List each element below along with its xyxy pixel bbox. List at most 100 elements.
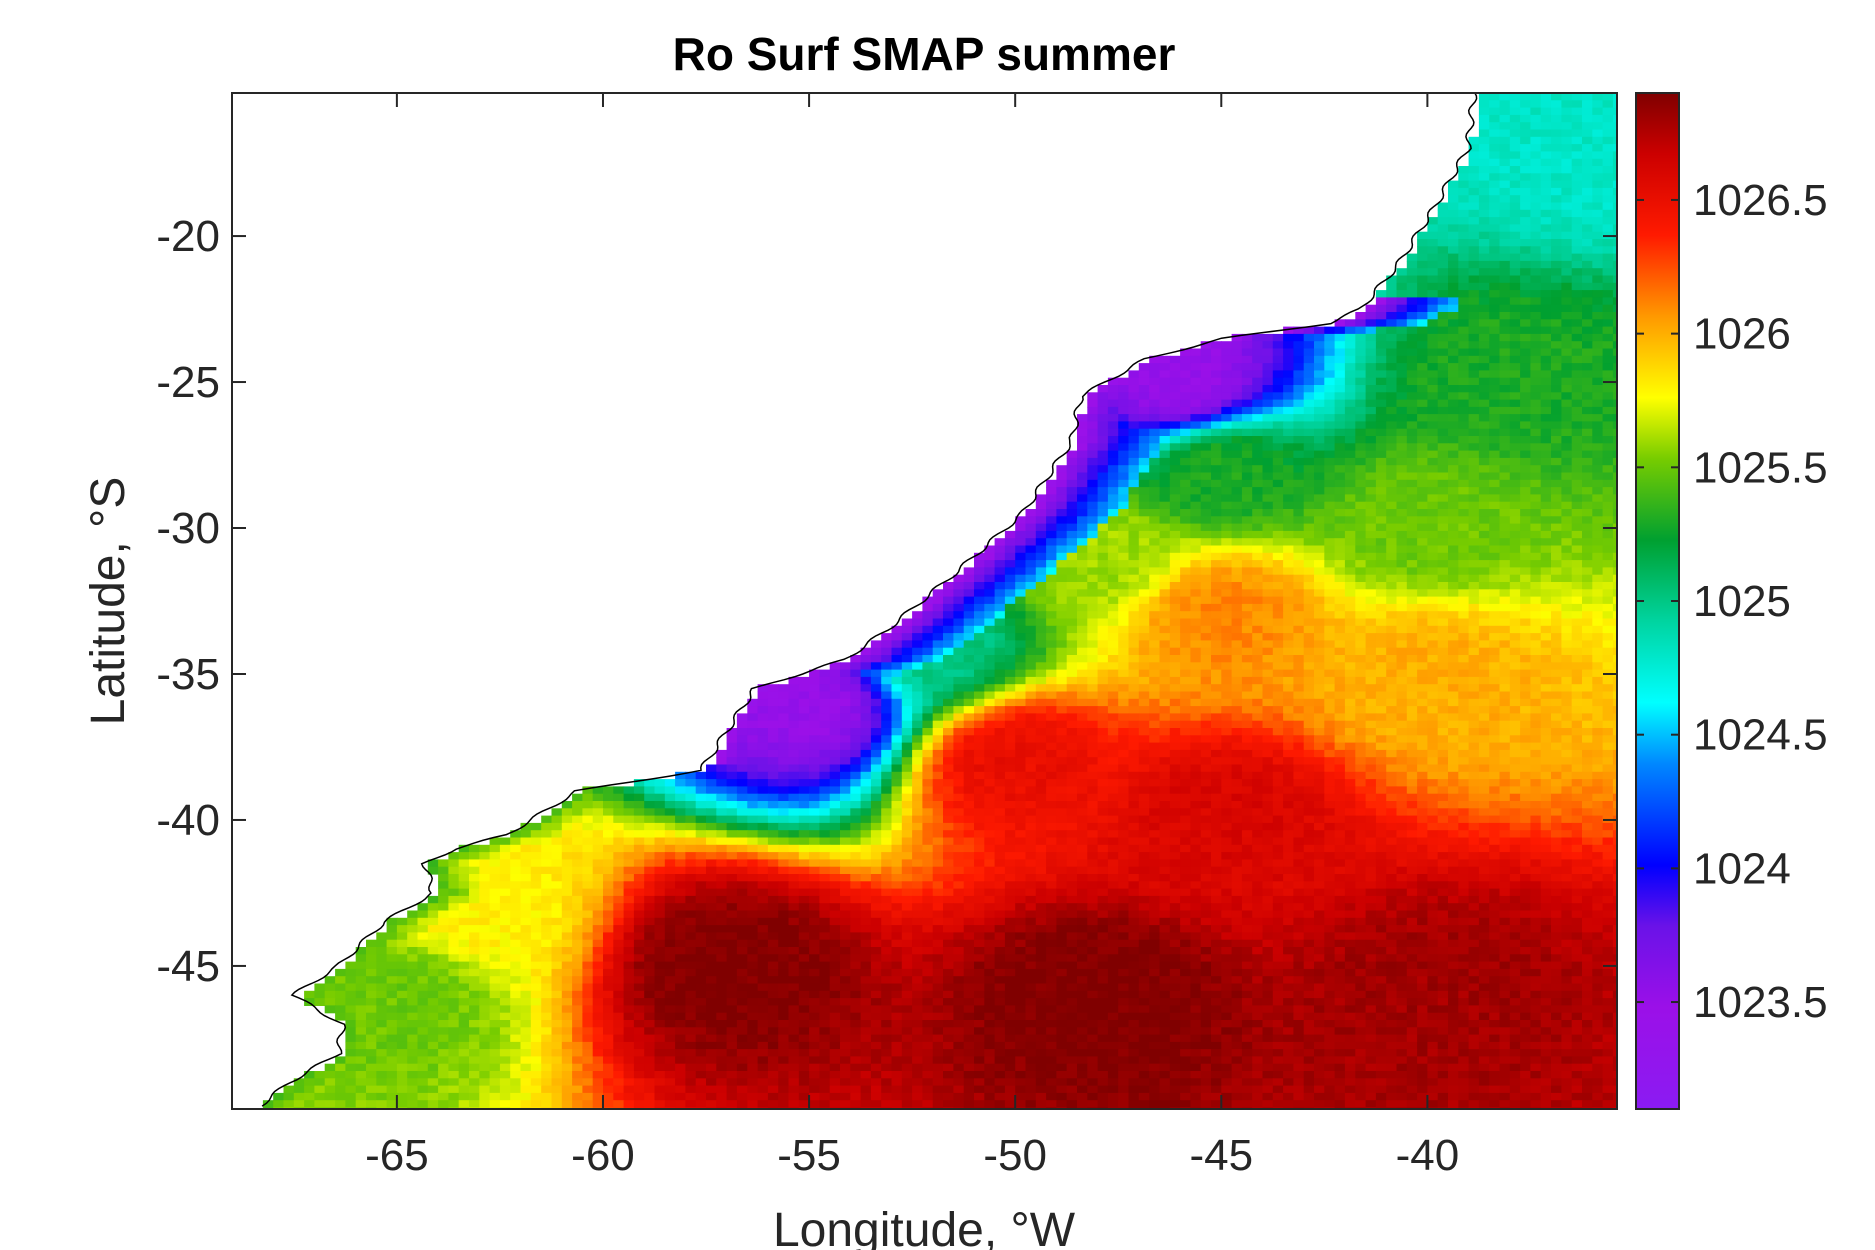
- field-cell: [1520, 114, 1531, 123]
- field-cell: [1303, 691, 1315, 700]
- field-cell: [1293, 479, 1305, 488]
- field-cell: [1489, 268, 1501, 277]
- field-cell: [1314, 779, 1325, 787]
- field-cell: [1571, 129, 1583, 138]
- field-cell: [1077, 457, 1088, 466]
- field-cell: [1097, 385, 1109, 393]
- field-cell: [1571, 786, 1583, 795]
- field-cell: [1520, 516, 1531, 525]
- field-cell: [1303, 662, 1315, 671]
- field-cell: [1602, 421, 1614, 430]
- field-cell: [932, 676, 944, 685]
- field-cell: [1375, 530, 1387, 539]
- field-cell: [1211, 603, 1222, 612]
- field-cell: [1489, 676, 1501, 685]
- field-cell: [1107, 545, 1119, 554]
- field-cell: [1448, 202, 1459, 211]
- field-cell: [778, 684, 790, 693]
- field-cell: [1417, 509, 1428, 517]
- field-cell: [974, 742, 985, 751]
- field-cell: [1066, 728, 1078, 736]
- field-cell: [798, 706, 810, 714]
- field-cell: [1221, 472, 1233, 481]
- field-cell: [1015, 625, 1027, 634]
- field-cell: [932, 633, 944, 641]
- field-cell: [1458, 341, 1470, 350]
- field-cell: [1530, 560, 1542, 568]
- field-cell: [912, 742, 923, 751]
- field-cell: [1190, 355, 1202, 364]
- field-cell: [1324, 355, 1336, 364]
- field-cell: [984, 749, 996, 758]
- field-cell: [1159, 728, 1171, 736]
- field-cell: [1612, 166, 1617, 174]
- field-cell: [1004, 735, 1016, 744]
- field-cell: [1283, 655, 1294, 663]
- field-cell: [1375, 414, 1387, 422]
- field-cell: [1190, 720, 1202, 729]
- field-cell: [1015, 603, 1027, 612]
- field-cell: [695, 801, 707, 809]
- field-cell: [1417, 603, 1428, 612]
- field-cell: [1406, 465, 1418, 474]
- field-cell: [1499, 509, 1511, 517]
- field-cell: [1551, 246, 1562, 255]
- field-cell: [1551, 187, 1562, 196]
- field-cell: [1509, 742, 1521, 751]
- field-cell: [1540, 399, 1552, 408]
- field-cell: [922, 691, 934, 700]
- field-cell: [1066, 494, 1078, 503]
- field-cell: [1190, 618, 1202, 627]
- field-cell: [1303, 728, 1315, 736]
- field-cell: [1561, 173, 1573, 182]
- field-cell: [1582, 268, 1593, 277]
- field-cell: [1221, 523, 1233, 532]
- field-cell: [1035, 706, 1047, 714]
- field-cell: [1272, 552, 1284, 561]
- field-cell: [767, 684, 779, 693]
- field-cell: [1365, 494, 1377, 503]
- field-cell: [1107, 552, 1119, 561]
- field-cell: [870, 669, 882, 678]
- field-cell: [1283, 662, 1294, 671]
- field-cell: [1087, 779, 1099, 787]
- field-cell: [1015, 691, 1027, 700]
- field-cell: [736, 779, 748, 787]
- field-cell: [1262, 523, 1274, 532]
- field-cell: [1520, 173, 1531, 182]
- field-cell: [994, 720, 1006, 729]
- field-cell: [932, 757, 944, 766]
- field-cell: [974, 625, 985, 634]
- field-cell: [1015, 530, 1027, 539]
- field-cell: [1571, 611, 1583, 620]
- field-cell: [1190, 457, 1202, 466]
- field-cell: [1118, 698, 1130, 707]
- field-cell: [1489, 209, 1501, 218]
- field-cell: [1004, 618, 1016, 627]
- field-cell: [1303, 443, 1315, 452]
- field-cell: [1582, 377, 1593, 386]
- field-cell: [1386, 538, 1398, 547]
- field-cell: [1540, 545, 1552, 554]
- field-cell: [1489, 231, 1501, 240]
- field-cell: [1386, 603, 1398, 612]
- field-cell: [1252, 406, 1264, 415]
- field-cell: [1097, 706, 1109, 714]
- field-cell: [1365, 363, 1377, 371]
- field-cell: [1437, 698, 1449, 707]
- field-cell: [1561, 676, 1573, 685]
- field-cell: [1303, 465, 1315, 474]
- field-cell: [1355, 633, 1367, 641]
- field-cell: [943, 713, 954, 722]
- field-cell: [1149, 523, 1161, 532]
- field-cell: [1180, 698, 1191, 707]
- field-cell: [1344, 669, 1356, 678]
- field-cell: [953, 742, 965, 751]
- field-cell: [1582, 487, 1593, 495]
- field-cell: [1355, 509, 1367, 517]
- field-cell: [1200, 392, 1212, 401]
- field-cell: [1375, 640, 1387, 649]
- field-cell: [1427, 728, 1439, 736]
- field-cell: [1241, 560, 1253, 568]
- field-cell: [1520, 509, 1531, 517]
